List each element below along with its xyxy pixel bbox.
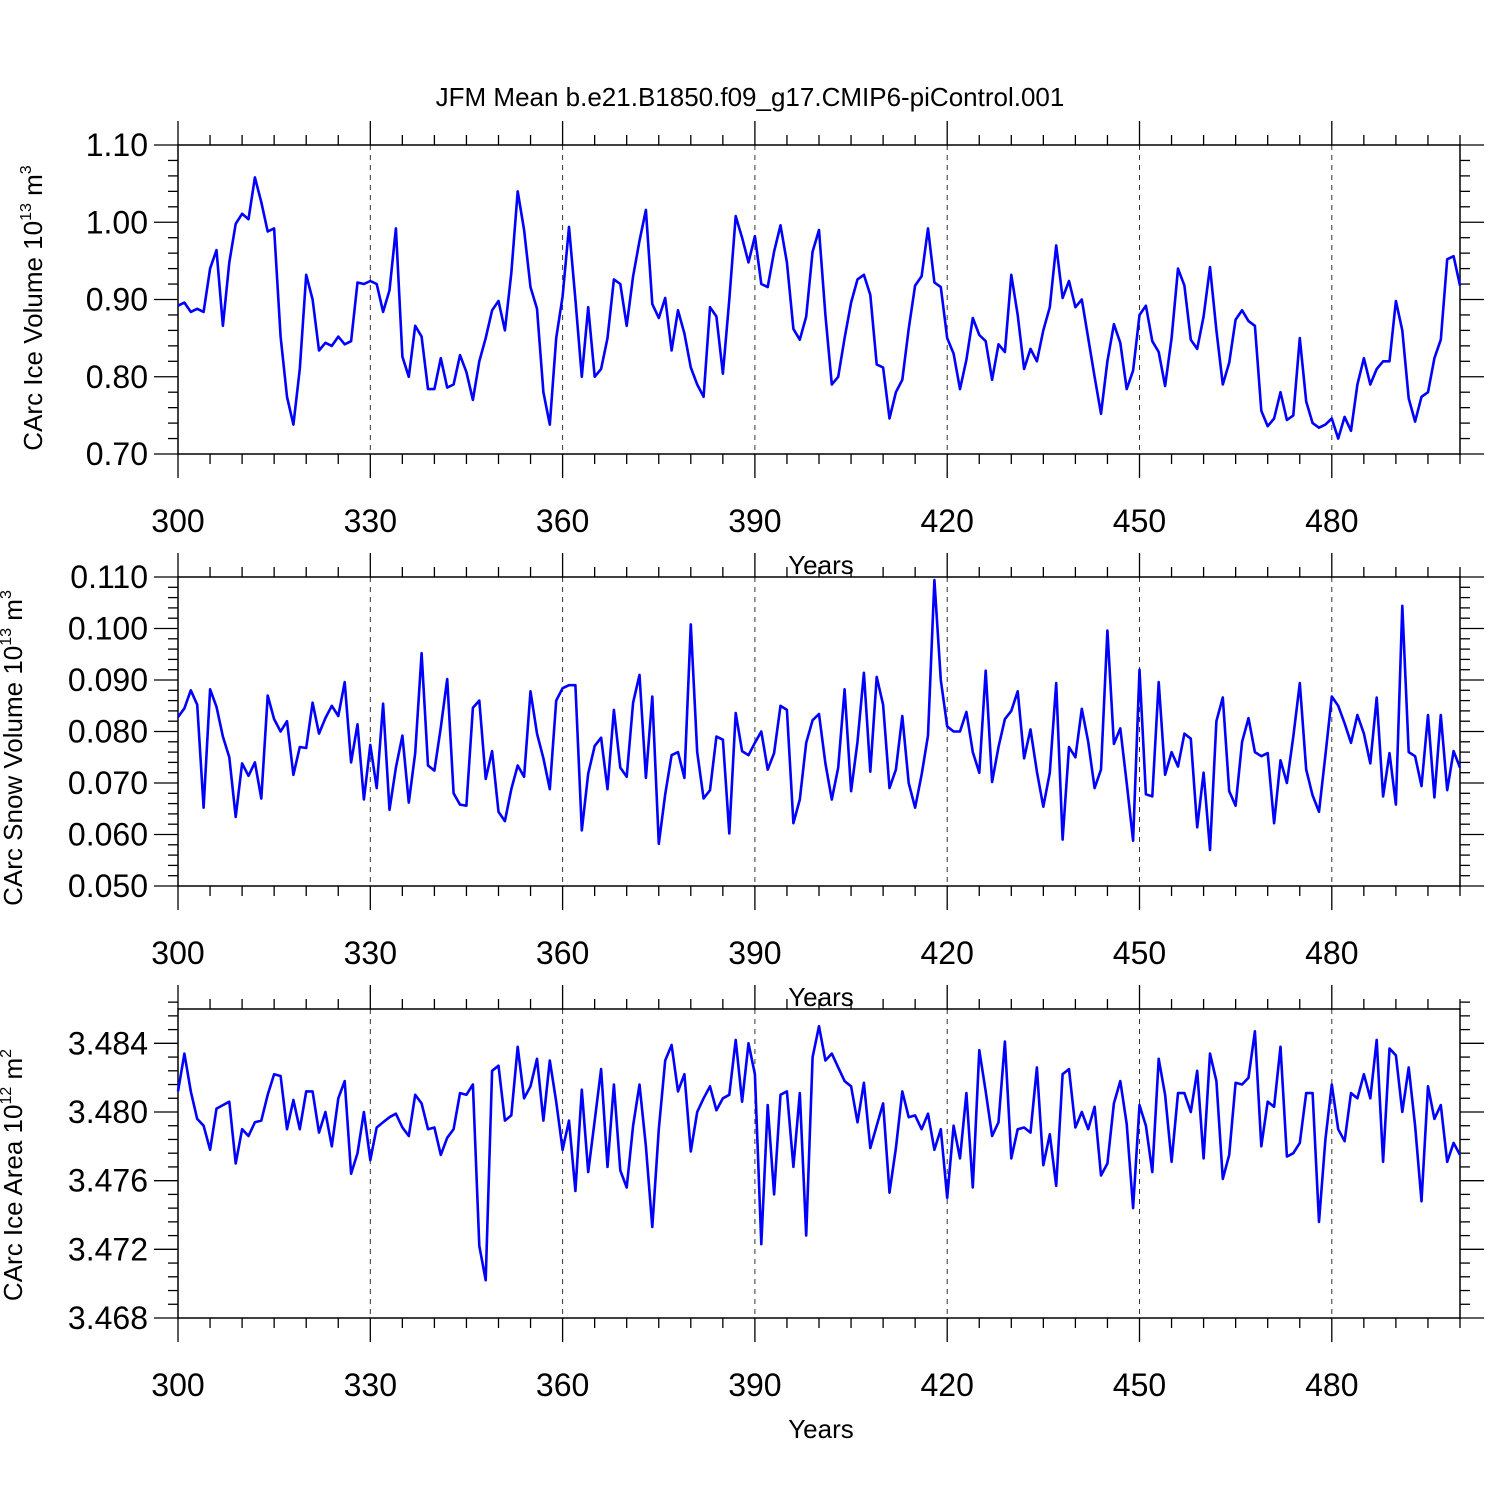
y-axis-title-text: CArc Ice Volume 10 (18, 221, 48, 451)
y-tick-label: 0.110 (70, 559, 148, 595)
y-tick-label: 3.480 (68, 1094, 148, 1130)
x-tick-label: 300 (151, 1367, 204, 1403)
y-tick-label: 3.468 (68, 1300, 148, 1336)
x-axis-title: Years (788, 550, 854, 580)
y-axis-title-superscript: 13 (0, 628, 15, 646)
y-tick-label: 0.90 (86, 282, 148, 318)
y-axis-title-text: CArc Ice Area 10 (0, 1105, 28, 1302)
x-tick-label: 420 (921, 935, 974, 971)
series-line (176, 1024, 1462, 1282)
y-tick-label: 0.100 (68, 611, 148, 647)
y-axis-title-text: m (0, 599, 28, 628)
y-tick-label: 0.70 (86, 436, 148, 472)
y-axis-title: CArc Ice Volume 1013 m3 (18, 165, 48, 450)
chart-title: JFM Mean b.e21.B1850.f09_g17.CMIP6-piCon… (436, 82, 1065, 112)
x-tick-label: 390 (728, 503, 781, 539)
y-tick-label: 3.484 (68, 1025, 148, 1061)
x-tick-label: 300 (151, 503, 204, 539)
y-tick-label: 0.060 (68, 817, 148, 853)
y-tick-label: 1.10 (86, 127, 148, 163)
y-tick-label: 0.090 (68, 662, 148, 698)
y-tick-label: 0.050 (68, 868, 148, 904)
x-tick-label: 420 (921, 503, 974, 539)
x-tick-label: 450 (1113, 935, 1166, 971)
y-tick-label: 3.476 (68, 1163, 148, 1199)
y-tick-label: 0.080 (68, 714, 148, 750)
y-tick-label: 3.472 (68, 1231, 148, 1267)
y-axis-title-superscript: 3 (18, 165, 35, 174)
x-tick-label: 450 (1113, 1367, 1166, 1403)
y-axis-title-superscript: 12 (0, 1087, 15, 1105)
x-tick-label: 330 (344, 503, 397, 539)
panel-2: 300 330 360 390 420 450 480 0.050 0.060 0.070 0.08… (0, 553, 1484, 1012)
y-axis-title-superscript: 3 (0, 590, 15, 599)
x-tick-label: 480 (1305, 503, 1358, 539)
x-tick-label: 360 (536, 1367, 589, 1403)
x-axis-title: Years (788, 982, 854, 1012)
y-tick-label: 0.070 (68, 765, 148, 801)
x-tick-label: 390 (728, 935, 781, 971)
x-tick-label: 390 (728, 1367, 781, 1403)
series-line (177, 176, 1462, 440)
series-line (176, 578, 1462, 852)
y-tick-label: 0.80 (86, 359, 148, 395)
y-axis-title-text: CArc Snow Volume 10 (0, 646, 28, 906)
y-axis-title: CArc Snow Volume 1013 m3 (0, 590, 28, 906)
x-tick-label: 300 (151, 935, 204, 971)
x-tick-label: 420 (921, 1367, 974, 1403)
x-axis-title: Years (788, 1414, 854, 1444)
y-axis-title-text: m (18, 174, 48, 203)
x-tick-label: 360 (536, 935, 589, 971)
y-axis-title: CArc Ice Area 1012 m2 (0, 1049, 28, 1301)
y-axis-title-superscript: 2 (0, 1049, 15, 1058)
x-tick-label: 330 (344, 1367, 397, 1403)
x-tick-label: 480 (1305, 1367, 1358, 1403)
panel-3: 300 330 360 390 420 450 480 3.468 3.472 3.476 3.48… (0, 985, 1484, 1444)
x-tick-label: 330 (344, 935, 397, 971)
x-tick-label: 480 (1305, 935, 1358, 971)
x-tick-label: 450 (1113, 503, 1166, 539)
y-axis-title-superscript: 13 (18, 203, 35, 221)
y-axis-title-text: m (0, 1058, 28, 1087)
panel-1: 300 330 360 390 420 450 480 0.70 0.80 0.90 1.00 1.1… (18, 121, 1484, 580)
x-tick-label: 360 (536, 503, 589, 539)
y-tick-label: 1.00 (86, 204, 148, 240)
